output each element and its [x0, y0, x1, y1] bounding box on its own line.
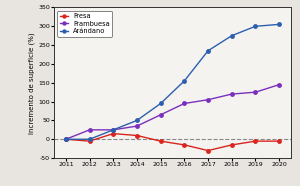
- Fresa: [254, 140, 257, 142]
- Arándano: [64, 138, 68, 140]
- Frambuesa: [206, 99, 210, 101]
- Fresa: [159, 140, 163, 142]
- Frambuesa: [88, 129, 92, 131]
- Arándano: [112, 129, 115, 131]
- Arándano: [182, 80, 186, 82]
- Arándano: [206, 50, 210, 52]
- Y-axis label: Incremento de superficie (%): Incremento de superficie (%): [29, 32, 35, 134]
- Arándano: [88, 138, 92, 140]
- Fresa: [278, 140, 281, 142]
- Fresa: [135, 134, 139, 137]
- Legend: Fresa, Frambuesa, Arándano: Fresa, Frambuesa, Arándano: [57, 11, 112, 37]
- Fresa: [206, 150, 210, 152]
- Frambuesa: [159, 114, 163, 116]
- Line: Fresa: Fresa: [63, 131, 282, 153]
- Arándano: [230, 35, 234, 37]
- Frambuesa: [182, 102, 186, 105]
- Frambuesa: [64, 138, 68, 140]
- Frambuesa: [254, 91, 257, 93]
- Fresa: [112, 132, 115, 135]
- Fresa: [230, 144, 234, 146]
- Fresa: [64, 138, 68, 140]
- Frambuesa: [135, 125, 139, 127]
- Arándano: [278, 23, 281, 25]
- Arándano: [254, 25, 257, 27]
- Frambuesa: [278, 84, 281, 86]
- Line: Frambuesa: Frambuesa: [63, 82, 282, 142]
- Frambuesa: [112, 129, 115, 131]
- Frambuesa: [230, 93, 234, 95]
- Fresa: [88, 140, 92, 142]
- Line: Arándano: Arándano: [63, 22, 282, 142]
- Arándano: [135, 119, 139, 122]
- Fresa: [182, 144, 186, 146]
- Arándano: [159, 102, 163, 105]
